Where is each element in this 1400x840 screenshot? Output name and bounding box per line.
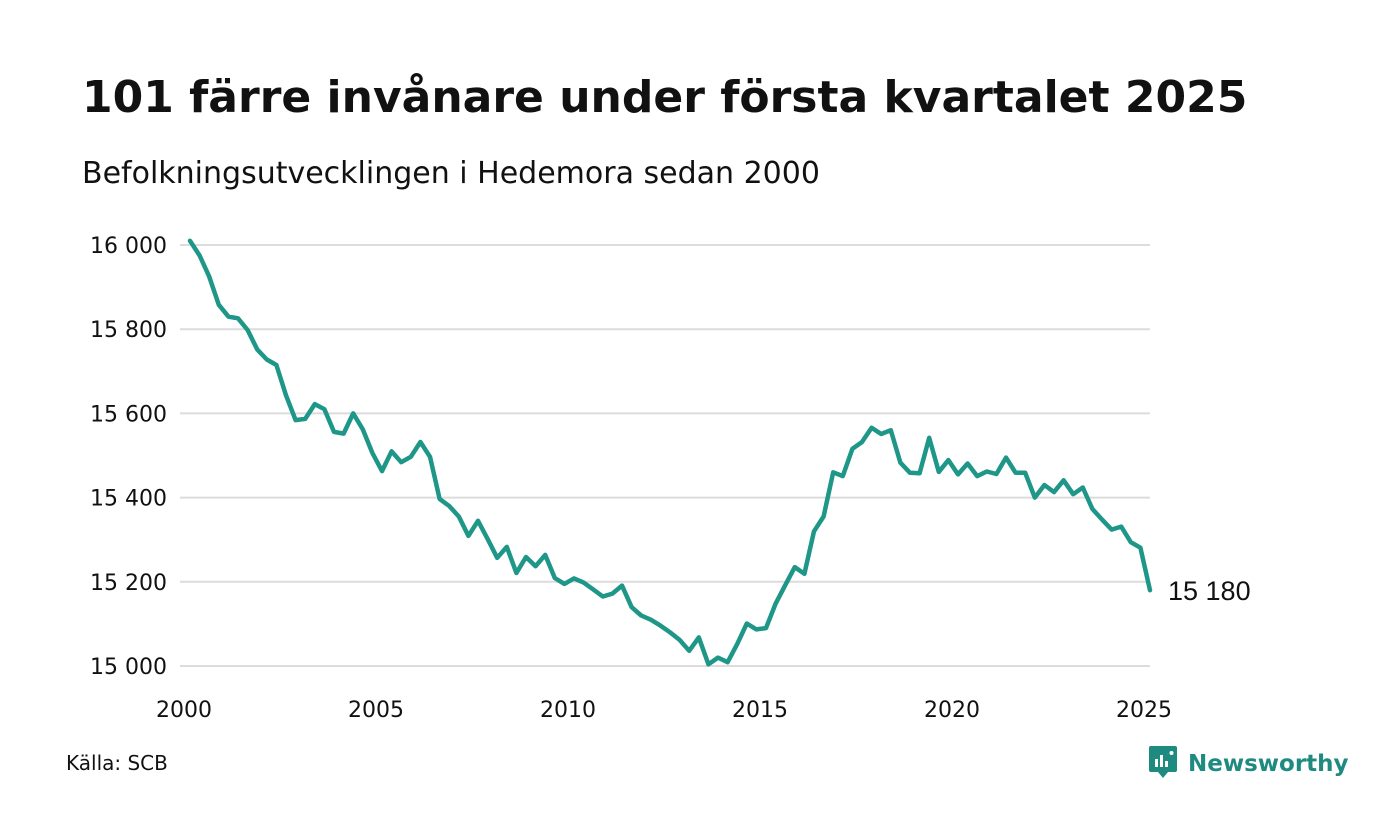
- y-tick-label: 15 800: [90, 318, 167, 343]
- x-tick-label: 2025: [1116, 698, 1172, 723]
- x-tick-label: 2005: [348, 698, 404, 723]
- population-line: [187, 238, 1153, 667]
- source-note: Källa: SCB: [66, 751, 168, 775]
- x-tick-label: 2020: [924, 698, 980, 723]
- y-tick-label: 16 000: [90, 234, 167, 259]
- y-tick-label: 15 400: [90, 487, 167, 512]
- newsworthy-logo-icon: [1148, 744, 1178, 784]
- gridlines: [180, 244, 1150, 667]
- y-tick-label: 15 000: [90, 655, 167, 680]
- x-tick-label: 2000: [156, 698, 212, 723]
- chart-title: 101 färre invånare under första kvartale…: [82, 72, 1248, 123]
- y-tick-label: 15 600: [90, 402, 167, 427]
- chart-subtitle: Befolkningsutvecklingen i Hedemora sedan…: [82, 156, 820, 191]
- last-value-label: 15 180: [1168, 576, 1251, 606]
- x-tick-label: 2015: [732, 698, 788, 723]
- x-axis-ticks: 2000 2005 2010 2015 2020 2025: [156, 698, 1172, 723]
- brand-name: Newsworthy: [1188, 751, 1349, 777]
- y-axis-ticks: 15 000 15 200 15 400 15 600 15 800 16 000: [90, 234, 167, 680]
- brand-logo[interactable]: Newsworthy: [1148, 744, 1349, 784]
- y-tick-label: 15 200: [90, 571, 167, 596]
- x-tick-label: 2010: [540, 698, 596, 723]
